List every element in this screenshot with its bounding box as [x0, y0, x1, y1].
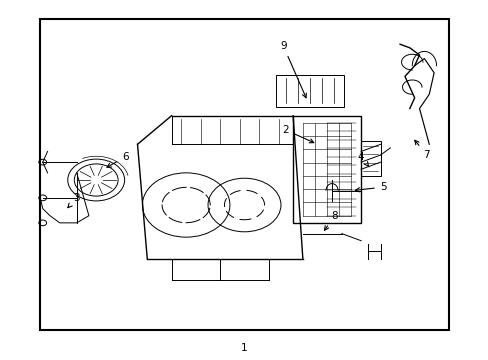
Text: 4: 4: [357, 152, 368, 167]
Bar: [361, 141, 380, 176]
Bar: [292, 116, 361, 223]
Text: 8: 8: [324, 211, 337, 230]
Bar: [40, 19, 448, 330]
Text: 2: 2: [282, 125, 313, 143]
Text: 1: 1: [241, 343, 247, 353]
Text: 3: 3: [68, 193, 80, 208]
Text: 7: 7: [414, 140, 429, 160]
Text: 5: 5: [355, 182, 386, 192]
Text: 6: 6: [107, 152, 128, 167]
Text: 9: 9: [280, 41, 305, 98]
